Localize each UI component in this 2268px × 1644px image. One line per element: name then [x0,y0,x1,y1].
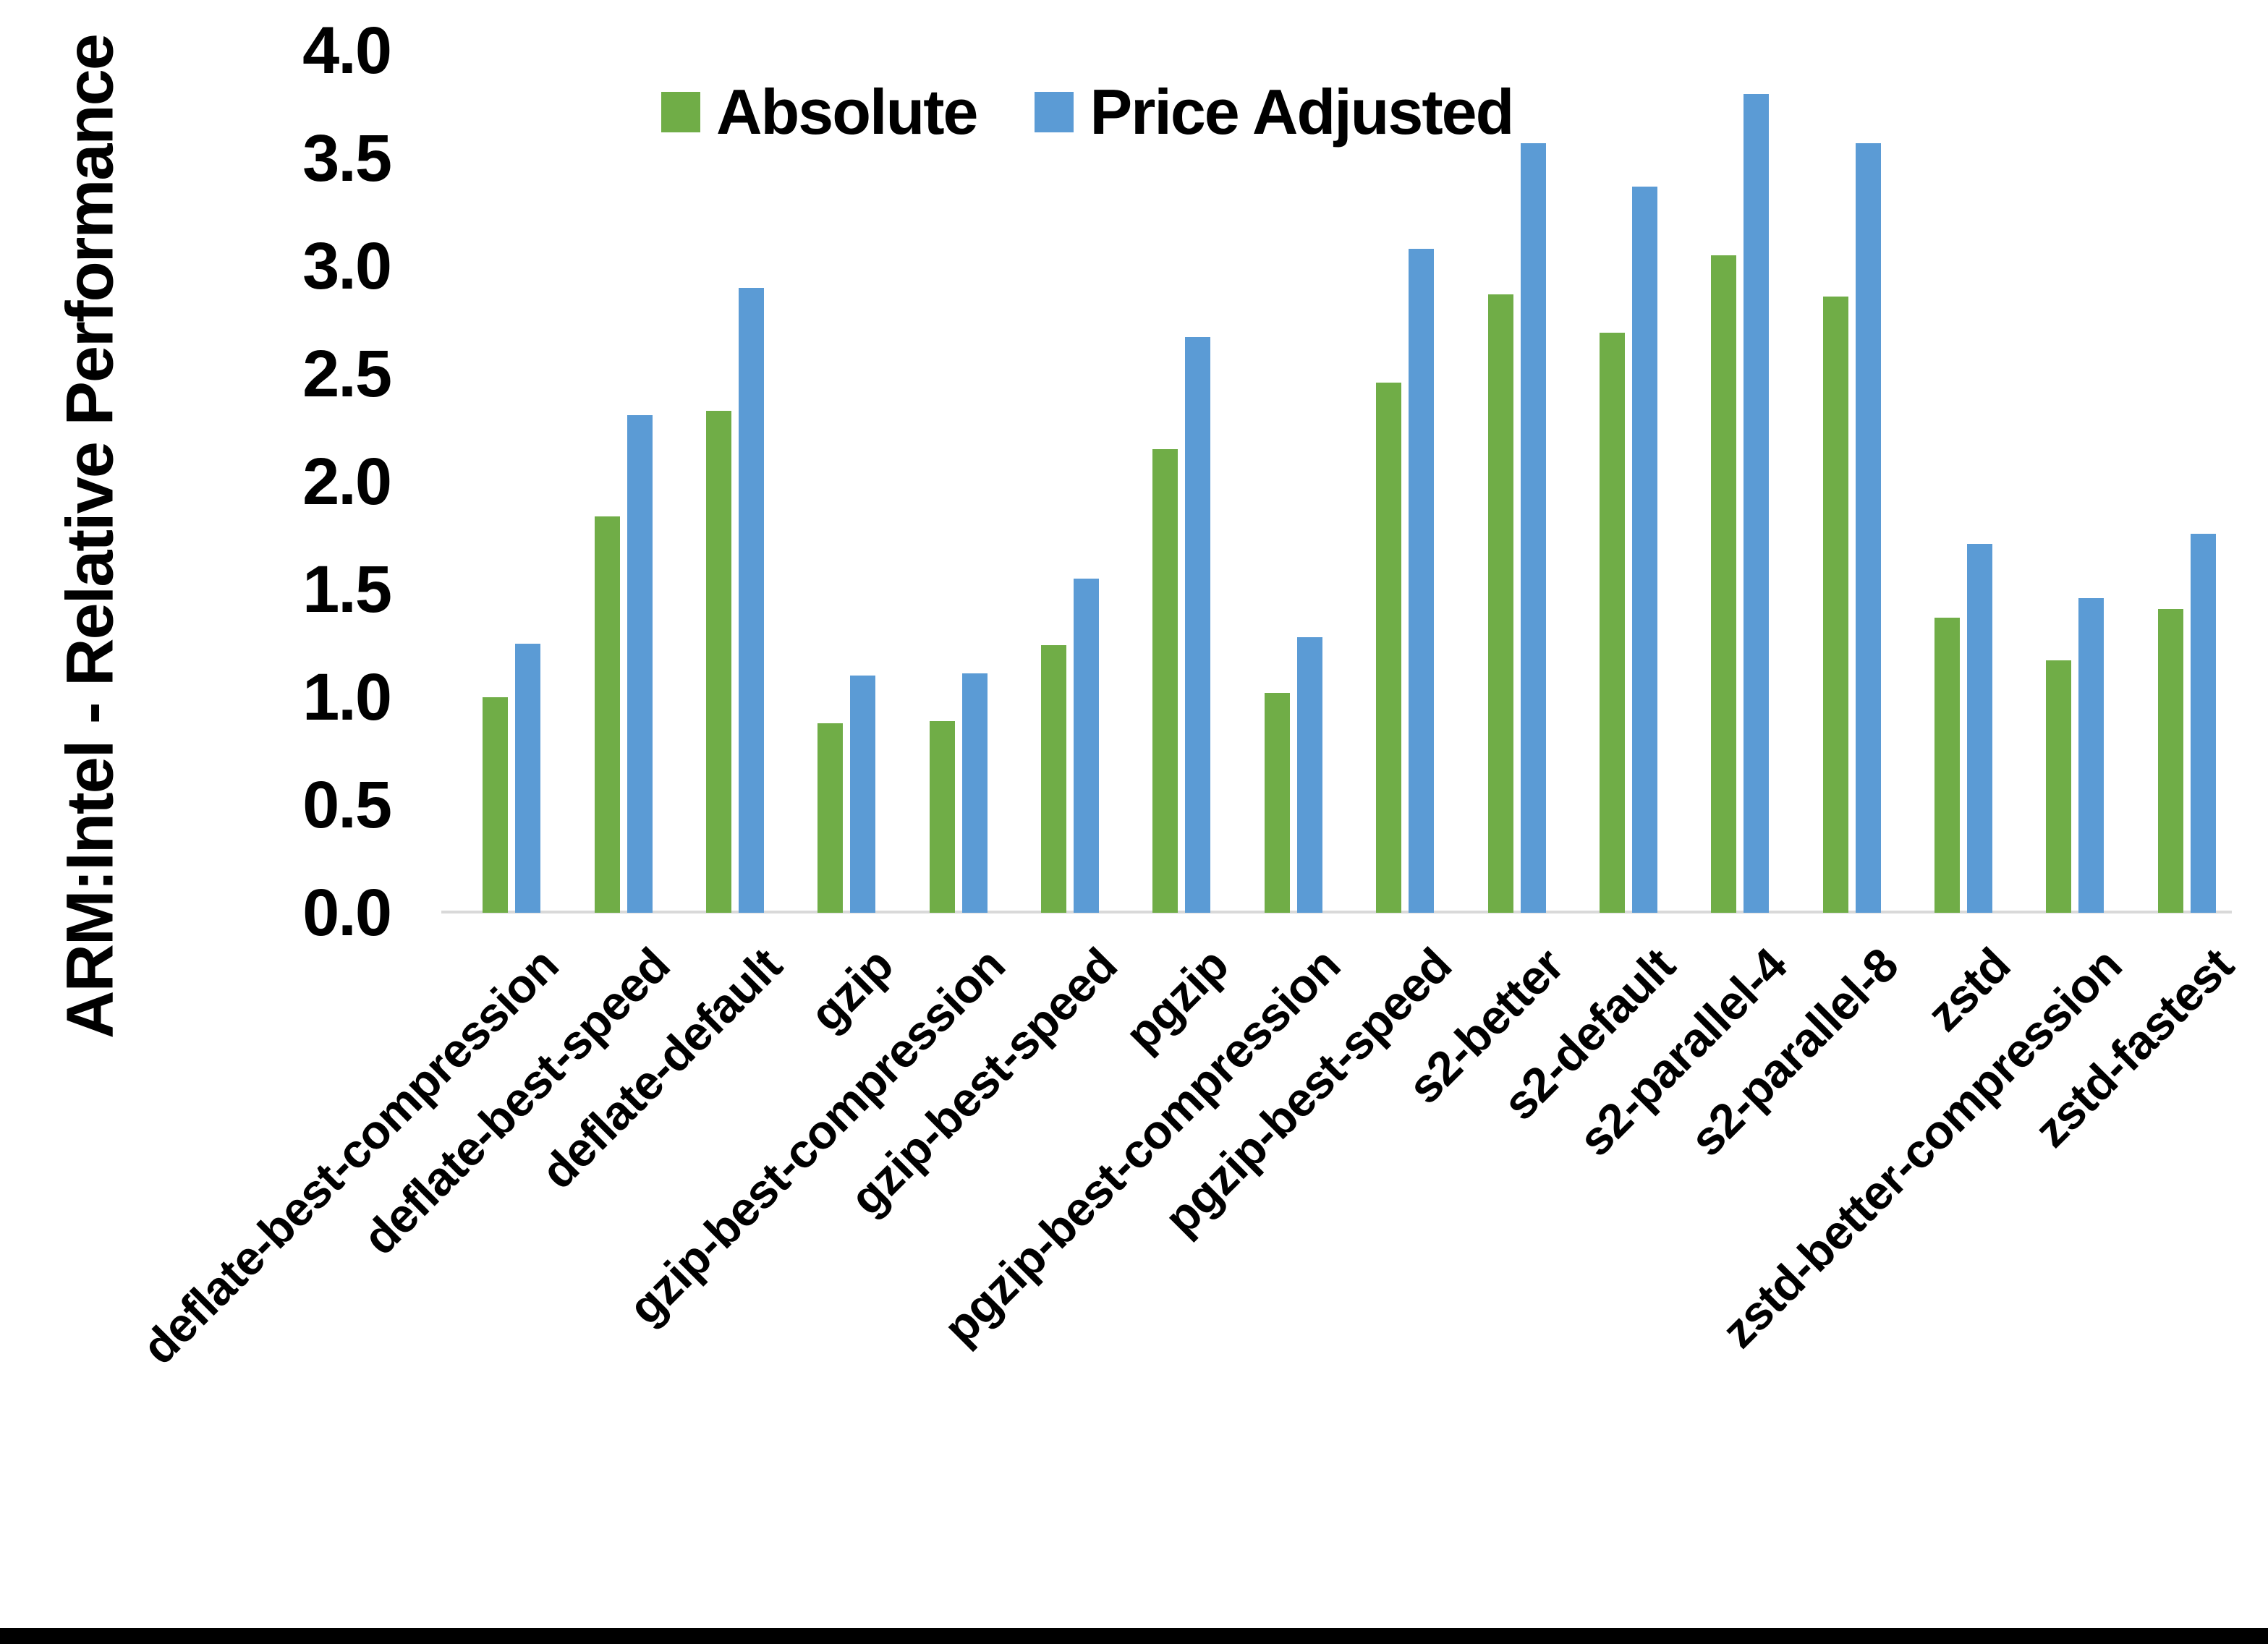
bar-price-adjusted [2078,597,2105,913]
bar-price-adjusted [1631,186,1657,913]
bar-absolute [1822,296,1848,913]
bar-absolute [1041,645,1067,913]
bar-absolute [929,720,955,913]
legend-label-absolute: Absolute [716,76,978,148]
bar-absolute [594,516,620,913]
x-axis-line [441,911,2232,913]
y-tick-label: 4.0 [302,14,392,88]
bar-price-adjusted [1074,579,1100,913]
legend-swatch-absolute [661,92,700,132]
bar-price-adjusted [738,287,764,913]
bottom-border [0,1628,2268,1644]
bar-absolute [1152,449,1178,913]
bar-price-adjusted [850,676,876,913]
bar-price-adjusted [1744,93,1770,913]
x-tick-label: deflate-best-compression [131,937,569,1375]
bar-price-adjusted [961,673,988,913]
bar-absolute [2157,608,2183,913]
bar-absolute [1934,617,1961,913]
bar-price-adjusted [1185,337,1211,913]
y-tick-label: 2.5 [302,337,392,411]
bar-price-adjusted [1967,544,1993,913]
legend: Absolute Price Adjusted [661,72,1514,152]
bar-absolute [2046,660,2072,913]
bar-absolute [1264,693,1290,913]
bar-price-adjusted [1409,249,1435,913]
y-tick-label: 1.0 [302,660,392,734]
plot-area [456,0,2243,913]
y-tick-label: 3.0 [302,229,392,303]
bar-price-adjusted [1520,143,1546,913]
y-tick-label: 2.0 [302,445,392,519]
bar-absolute [1376,382,1402,913]
bar-price-adjusted [1296,636,1322,913]
y-tick-label: 3.5 [302,122,392,195]
bar-price-adjusted [2190,533,2216,913]
y-tick-label: 0.5 [302,768,392,842]
bar-price-adjusted [627,414,653,913]
bar-absolute [1599,333,1625,913]
bar-absolute [817,723,844,913]
y-tick-label: 0.0 [302,876,392,950]
bar-absolute [483,697,509,913]
bar-price-adjusted [1855,143,1881,913]
bar-absolute [705,410,731,913]
legend-swatch-price-adjusted [1035,92,1074,132]
y-tick-label: 1.5 [302,553,392,626]
legend-label-price-adjusted: Price Adjusted [1090,76,1514,148]
bar-absolute [1711,255,1737,913]
bar-price-adjusted [515,643,541,913]
bar-absolute [1487,294,1513,913]
